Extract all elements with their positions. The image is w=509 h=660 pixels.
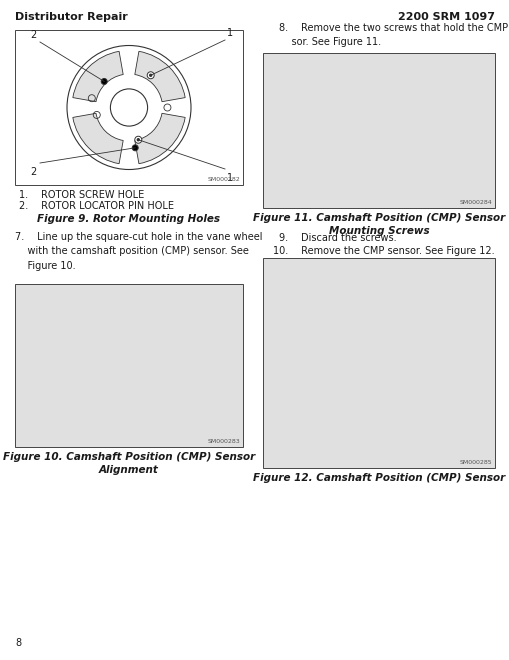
Text: 1: 1 [227,28,233,38]
Circle shape [132,145,138,150]
Text: 2.  ROTOR LOCATOR PIN HOLE: 2. ROTOR LOCATOR PIN HOLE [19,201,174,211]
Text: SM000285: SM000285 [459,460,491,465]
Bar [263,53,494,208]
Wedge shape [134,51,185,102]
Text: 1.  ROTOR SCREW HOLE: 1. ROTOR SCREW HOLE [19,190,144,200]
Text: 2: 2 [31,167,37,177]
Text: 2: 2 [31,30,37,40]
Text: 2200 SRM 1097: 2200 SRM 1097 [397,12,494,22]
Text: Figure 10. Camshaft Position (CMP) Sensor
Alignment: Figure 10. Camshaft Position (CMP) Senso… [3,452,254,475]
Text: 7.  Line up the square-cut hole in the vane wheel
    with the camshaft position: 7. Line up the square-cut hole in the va… [15,232,262,271]
Text: SM000284: SM000284 [458,200,491,205]
Circle shape [101,79,107,84]
Bar [263,258,494,468]
Circle shape [147,72,154,79]
Bar [15,30,242,185]
Wedge shape [134,114,185,164]
Text: 8: 8 [15,638,21,648]
Circle shape [150,75,151,77]
Text: SM000282: SM000282 [207,177,240,182]
Text: Figure 11. Camshaft Position (CMP) Sensor
Mounting Screws: Figure 11. Camshaft Position (CMP) Senso… [252,213,504,236]
Text: 9.  Discard the screws.: 9. Discard the screws. [278,233,396,243]
Text: 10.  Remove the CMP sensor. See Figure 12.: 10. Remove the CMP sensor. See Figure 12… [272,246,494,256]
Text: Figure 9. Rotor Mounting Holes: Figure 9. Rotor Mounting Holes [38,214,220,224]
Text: Distributor Repair: Distributor Repair [15,12,127,22]
Text: Figure 12. Camshaft Position (CMP) Sensor: Figure 12. Camshaft Position (CMP) Senso… [252,473,504,483]
Circle shape [134,136,142,143]
Wedge shape [73,114,123,164]
Text: SM000283: SM000283 [207,439,240,444]
Text: 1: 1 [227,173,233,183]
Wedge shape [73,51,123,102]
Bar [15,284,242,447]
Text: 8.  Remove the two screws that hold the CMP sen-
    sor. See Figure 11.: 8. Remove the two screws that hold the C… [278,23,509,48]
Circle shape [137,139,139,141]
